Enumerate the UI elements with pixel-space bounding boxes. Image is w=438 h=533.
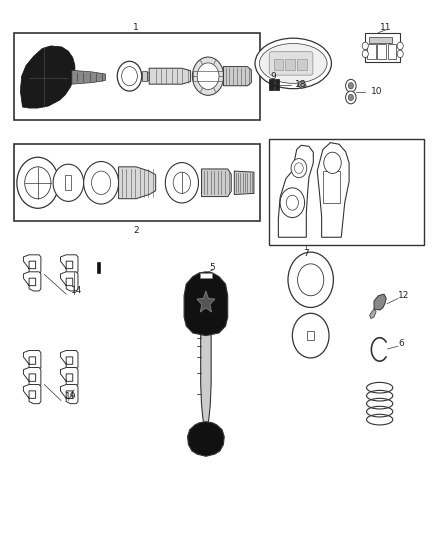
Circle shape <box>192 57 224 95</box>
Polygon shape <box>60 272 78 291</box>
Text: 14: 14 <box>71 286 83 295</box>
Polygon shape <box>234 171 254 195</box>
FancyBboxPatch shape <box>269 52 313 75</box>
Bar <box>307 332 314 340</box>
Bar <box>365 33 400 62</box>
Polygon shape <box>60 384 78 403</box>
Circle shape <box>291 159 307 177</box>
Polygon shape <box>60 351 78 369</box>
Bar <box>65 175 71 190</box>
Polygon shape <box>60 368 78 386</box>
Text: 6: 6 <box>398 339 404 348</box>
Polygon shape <box>72 70 106 84</box>
Polygon shape <box>23 272 41 291</box>
Bar <box>388 44 396 59</box>
Bar <box>274 59 283 70</box>
Bar <box>378 44 386 59</box>
Bar <box>369 37 392 43</box>
Circle shape <box>362 42 368 50</box>
Text: 9: 9 <box>270 71 276 80</box>
Circle shape <box>346 91 356 104</box>
Circle shape <box>397 50 403 58</box>
Ellipse shape <box>255 38 332 88</box>
Polygon shape <box>187 422 224 456</box>
Bar <box>14 144 261 221</box>
Polygon shape <box>297 82 306 88</box>
Circle shape <box>286 195 298 210</box>
Bar <box>275 79 279 90</box>
Polygon shape <box>23 368 41 386</box>
Text: 7: 7 <box>304 249 309 259</box>
Circle shape <box>362 50 368 58</box>
Polygon shape <box>23 351 41 369</box>
Polygon shape <box>60 255 78 274</box>
Bar <box>97 262 100 273</box>
Bar <box>269 139 424 245</box>
Text: 18: 18 <box>295 80 307 89</box>
Text: 12: 12 <box>398 291 410 300</box>
Bar <box>193 71 223 82</box>
Ellipse shape <box>259 44 327 83</box>
Circle shape <box>348 94 353 101</box>
Circle shape <box>280 188 304 217</box>
Circle shape <box>397 42 403 50</box>
Polygon shape <box>23 384 41 403</box>
Polygon shape <box>201 335 211 434</box>
Polygon shape <box>374 294 386 310</box>
Text: 5: 5 <box>209 263 215 272</box>
Polygon shape <box>20 46 75 108</box>
Polygon shape <box>184 272 228 336</box>
Bar <box>200 273 212 278</box>
Circle shape <box>294 163 303 173</box>
Text: 19: 19 <box>65 392 76 401</box>
Bar <box>14 33 261 120</box>
Polygon shape <box>119 167 155 199</box>
Circle shape <box>84 161 119 204</box>
Text: 11: 11 <box>380 23 392 32</box>
Text: 1: 1 <box>133 23 139 32</box>
Circle shape <box>117 61 142 91</box>
Polygon shape <box>317 143 349 237</box>
Circle shape <box>297 264 324 296</box>
Circle shape <box>92 171 111 195</box>
Polygon shape <box>149 68 191 84</box>
Text: 2: 2 <box>133 227 139 236</box>
Circle shape <box>53 164 84 201</box>
Circle shape <box>122 67 138 86</box>
Circle shape <box>173 172 191 193</box>
Bar <box>323 171 340 203</box>
Polygon shape <box>223 67 251 86</box>
Bar <box>142 71 147 82</box>
Polygon shape <box>23 255 41 274</box>
Bar <box>367 44 376 59</box>
Polygon shape <box>370 309 376 319</box>
Bar <box>147 72 149 80</box>
Text: 10: 10 <box>371 87 382 96</box>
Circle shape <box>17 157 59 208</box>
Polygon shape <box>201 169 231 197</box>
Circle shape <box>197 63 219 90</box>
Circle shape <box>346 79 356 92</box>
Circle shape <box>292 313 329 358</box>
Polygon shape <box>197 291 215 312</box>
Bar <box>269 79 274 90</box>
Circle shape <box>288 252 333 308</box>
Circle shape <box>348 83 353 89</box>
Circle shape <box>324 152 341 173</box>
Circle shape <box>25 167 51 199</box>
Polygon shape <box>279 146 313 237</box>
Bar <box>297 59 307 70</box>
Bar <box>286 59 295 70</box>
Circle shape <box>165 163 198 203</box>
